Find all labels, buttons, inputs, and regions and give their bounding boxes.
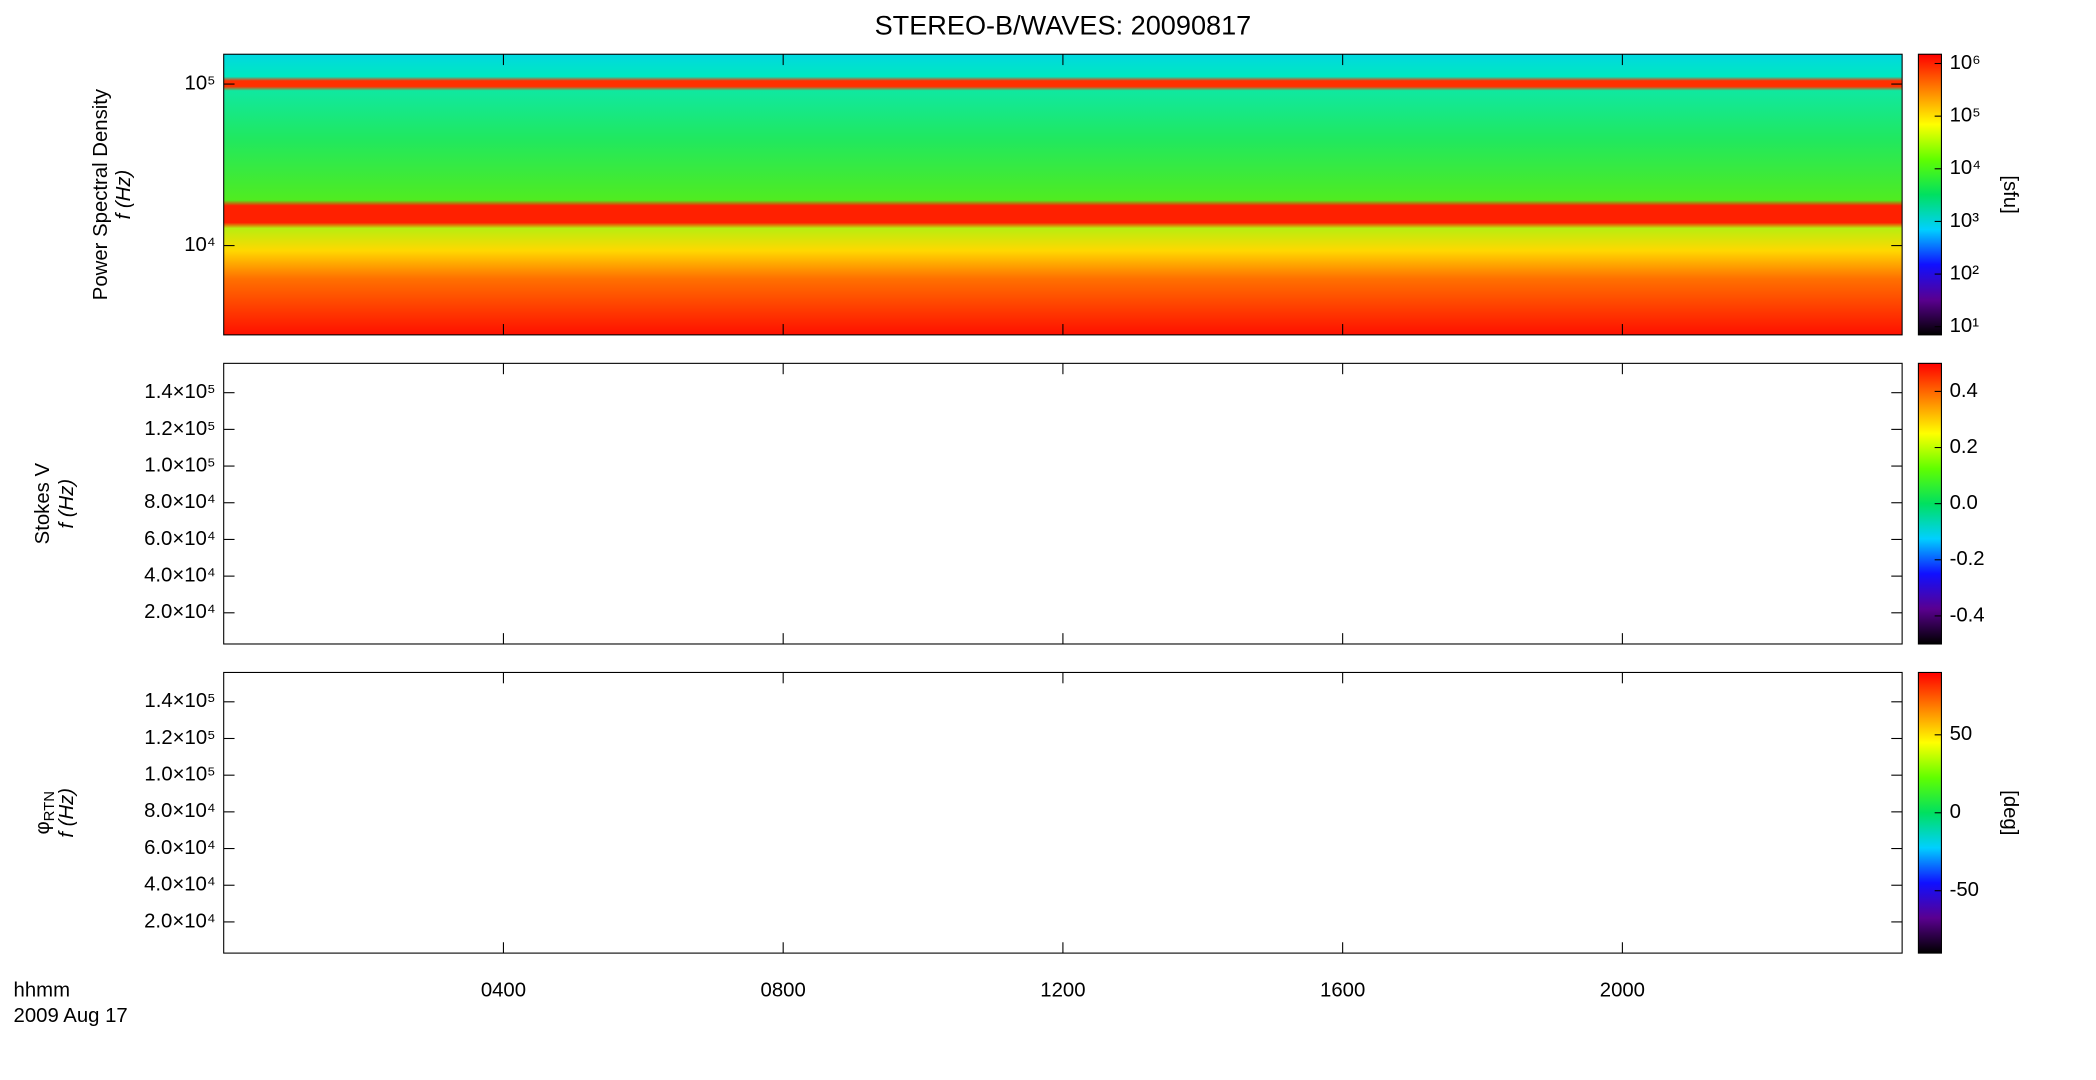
y-axis-label: Stokes V [32, 463, 54, 545]
y-tick-label: 8.0×10⁴ [144, 491, 215, 513]
x-tick-label: 0800 [761, 979, 806, 1001]
colorbar-tick-label: 50 [1950, 723, 1973, 745]
colorbar-tick-label: 10³ [1950, 210, 1980, 232]
y-axis-label: f (Hz) [56, 788, 78, 838]
spectrogram-image [223, 54, 1903, 335]
y-tick-label: 1.4×10⁵ [144, 690, 215, 712]
colorbar-tick-label: 0.0 [1950, 492, 1978, 514]
colorbar-tick-label: -0.4 [1950, 604, 1985, 626]
y-tick-label: 10⁴ [184, 234, 215, 256]
colorbar-frame [1917, 53, 1942, 336]
x-axis-date: 2009 Aug 17 [14, 1005, 128, 1027]
colorbar [1918, 54, 1942, 335]
y-tick-label: 2.0×10⁴ [144, 601, 215, 623]
y-tick-label: 2.0×10⁴ [144, 910, 215, 932]
y-tick-label: 6.0×10⁴ [144, 528, 215, 550]
chart-title: STEREO-B/WAVES: 20090817 [875, 9, 1252, 40]
colorbar-tick-label: 0.4 [1950, 380, 1978, 402]
y-tick-label: 1.2×10⁵ [144, 727, 215, 749]
colorbar-tick-label: 0.2 [1950, 436, 1978, 458]
y-tick-label: 4.0×10⁴ [144, 564, 215, 586]
colorbar-tick-label: -50 [1950, 879, 1979, 901]
colorbar-tick-label: 10⁵ [1950, 105, 1981, 127]
x-tick-label: 1200 [1040, 979, 1085, 1001]
y-tick-label: 1.4×10⁵ [144, 381, 215, 403]
y-axis-label: f (Hz) [56, 479, 78, 529]
plot-frame [223, 671, 1903, 954]
x-tick-label: 0400 [481, 979, 526, 1001]
colorbar-tick-label: 10¹ [1950, 315, 1980, 337]
y-axis-label-subscript: RTN [42, 791, 58, 821]
y-tick-label: 1.0×10⁵ [144, 764, 215, 786]
colorbar-tick-label: -0.2 [1950, 548, 1985, 570]
x-tick-label: 1600 [1320, 979, 1365, 1001]
colorbar-label: [deg] [1999, 790, 2021, 835]
colorbar-tick-label: 0 [1950, 801, 1961, 823]
y-tick-label: 1.0×10⁵ [144, 454, 215, 476]
y-tick-label: 4.0×10⁴ [144, 874, 215, 896]
y-tick-label: 1.2×10⁵ [144, 418, 215, 440]
colorbar-tick-label: 10⁶ [1950, 52, 1981, 74]
colorbar-label: [sfu] [1999, 175, 2021, 213]
x-tick-label: 2000 [1600, 979, 1645, 1001]
y-axis-label: φRTN [32, 791, 58, 835]
y-axis-label: f (Hz) [113, 170, 135, 220]
y-tick-label: 10⁵ [185, 72, 216, 94]
colorbar [1918, 672, 1942, 954]
colorbar [1918, 363, 1942, 644]
y-axis-label: Power Spectral Density [90, 88, 112, 300]
colorbar-tick-label: 10² [1950, 262, 1980, 284]
y-tick-label: 6.0×10⁴ [144, 837, 215, 859]
y-tick-label: 8.0×10⁴ [144, 800, 215, 822]
plot-frame [223, 362, 1903, 645]
x-axis-label: hhmm [14, 979, 70, 1001]
colorbar-tick-label: 10⁴ [1950, 157, 1981, 179]
